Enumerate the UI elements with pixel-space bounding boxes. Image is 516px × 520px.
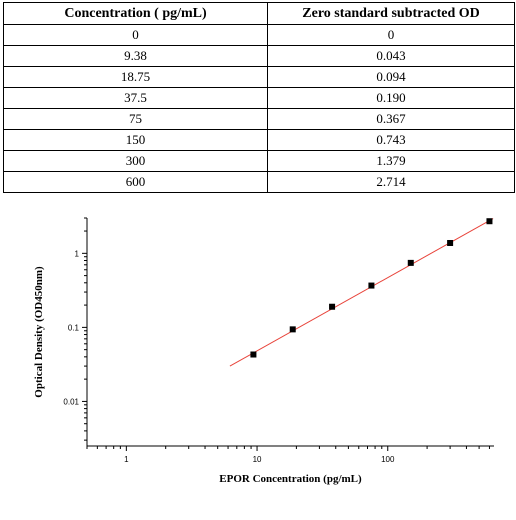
x-axis-title: EPOR Concentration (pg/mL)	[219, 473, 362, 485]
fit-line-group	[229, 218, 494, 367]
fit-line	[229, 218, 494, 367]
data-point	[289, 326, 296, 333]
y-tick-label: 1	[75, 249, 80, 258]
od-cell: 0	[267, 24, 515, 46]
table-row: 75 0.367	[3, 108, 515, 130]
data-point	[486, 218, 493, 225]
od-cell: 0.190	[267, 87, 515, 109]
data-point	[329, 303, 336, 310]
x-tick-label: 1	[124, 455, 129, 464]
concentration-cell: 300	[3, 150, 268, 172]
column-header-od: Zero standard subtracted OD	[267, 2, 515, 25]
data-point	[250, 351, 257, 358]
column-header-concentration: Concentration ( pg/mL)	[3, 2, 268, 25]
od-cell: 1.379	[267, 150, 515, 172]
data-point	[447, 239, 454, 246]
data-point	[368, 282, 375, 289]
data-point	[407, 259, 414, 266]
concentration-cell: 150	[3, 129, 268, 151]
plot-axes	[86, 218, 494, 447]
y-axis-title: Optical Density (OD450nm)	[33, 266, 45, 398]
x-tick-label: 100	[381, 455, 395, 464]
concentration-cell: 0	[3, 24, 268, 46]
table-row: 9.38 0.043	[3, 45, 515, 67]
y-axis-ticks: 0.01 0.1 1	[63, 217, 87, 441]
od-cell: 0.094	[267, 66, 515, 88]
od-cell: 2.714	[267, 171, 515, 193]
y-tick-label: 0.01	[63, 397, 79, 406]
x-axis-ticks: 1 10 100	[86, 446, 490, 464]
concentration-cell: 75	[3, 108, 268, 130]
od-cell: 0.743	[267, 129, 515, 151]
y-tick-label: 0.1	[68, 323, 80, 332]
od-cell: 0.367	[267, 108, 515, 130]
x-tick-label: 10	[253, 455, 262, 464]
table-row: 600 2.714	[3, 171, 515, 193]
table-row: 300 1.379	[3, 150, 515, 172]
concentration-cell: 37.5	[3, 87, 268, 109]
concentration-cell: 9.38	[3, 45, 268, 67]
concentration-cell: 600	[3, 171, 268, 193]
table-header-row: Concentration ( pg/mL) Zero standard sub…	[3, 2, 515, 25]
standard-curve-table: Concentration ( pg/mL) Zero standard sub…	[3, 2, 515, 193]
od-cell: 0.043	[267, 45, 515, 67]
table-row: 150 0.743	[3, 129, 515, 151]
concentration-cell: 18.75	[3, 66, 268, 88]
data-points	[250, 218, 493, 358]
table-row: 18.75 0.094	[3, 66, 515, 88]
table-row: 37.5 0.190	[3, 87, 515, 109]
standard-curve-chart: 1 10 100 0.01 0.1 1 EPOR Concentration (pg/m…	[33, 217, 494, 485]
